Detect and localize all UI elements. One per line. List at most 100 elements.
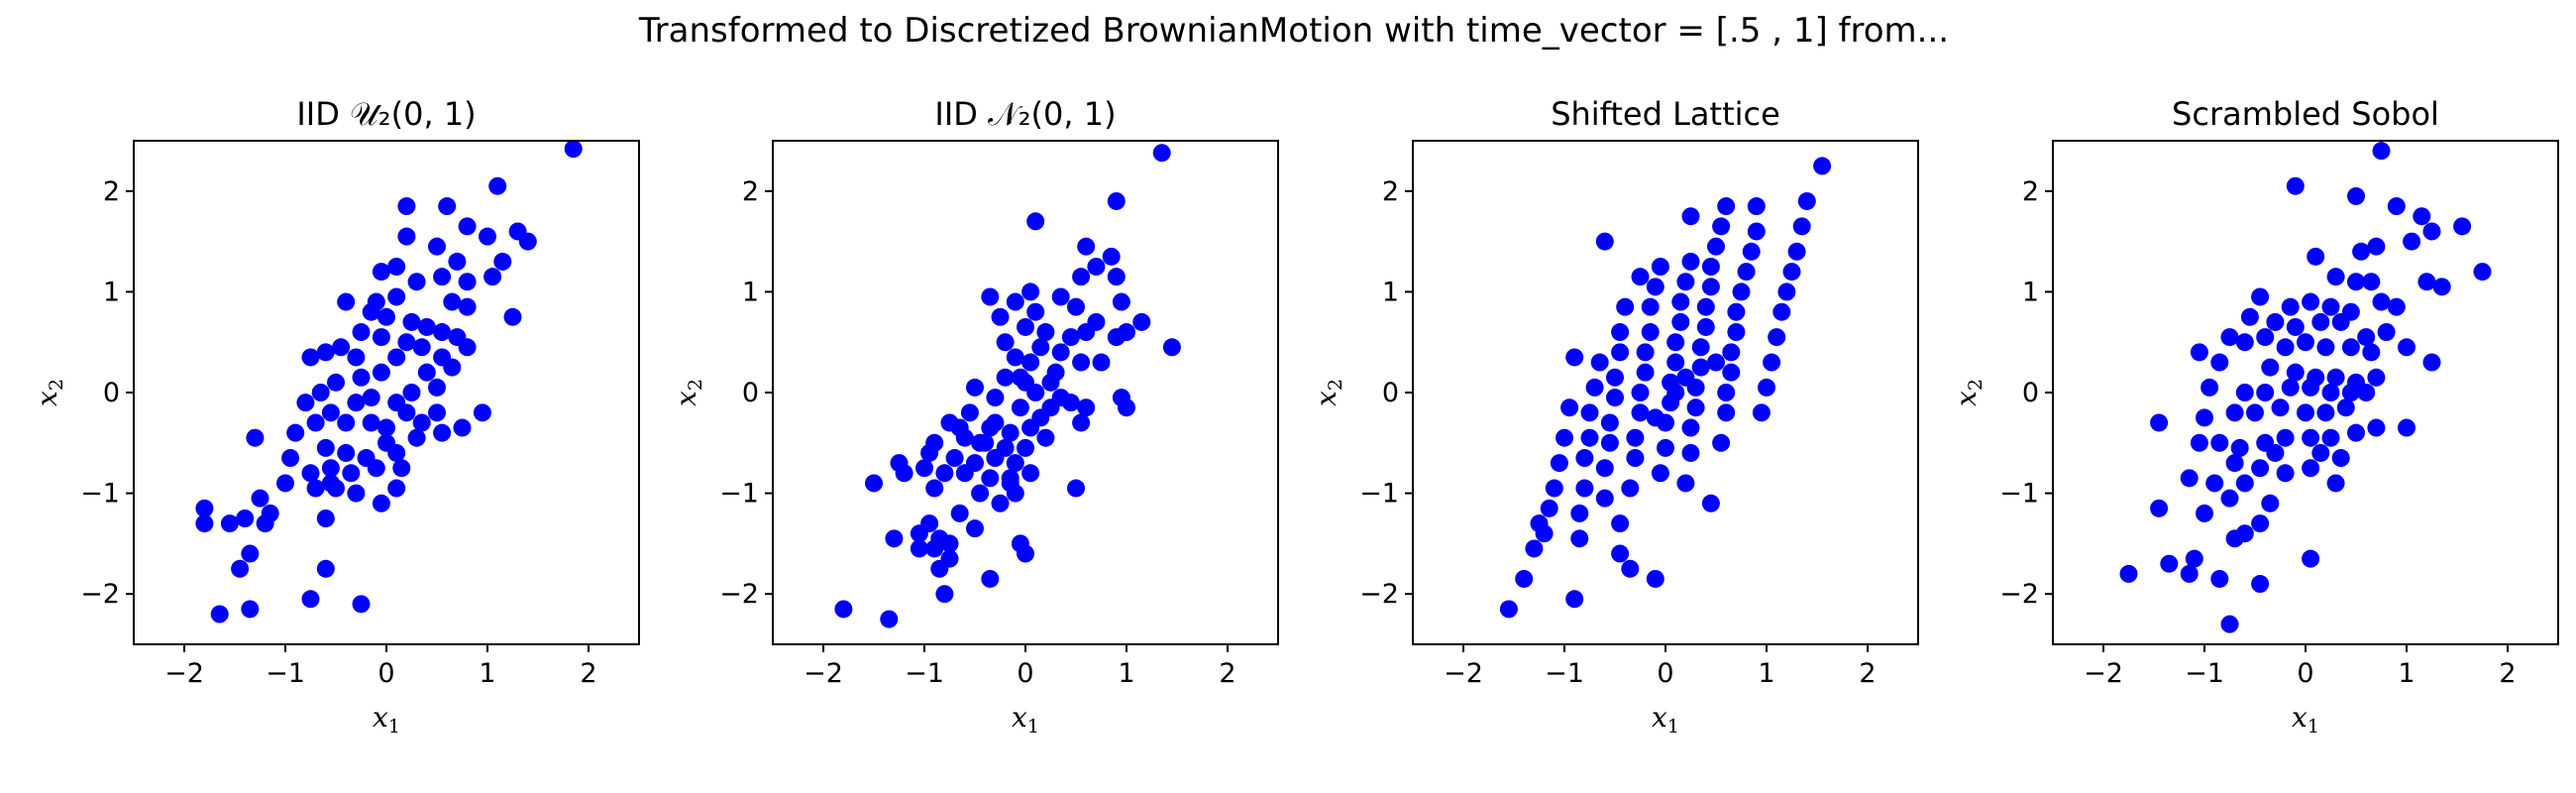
chart-3-point (1701, 258, 1720, 276)
chart-3-point (1717, 403, 1736, 422)
chart-3-point (1813, 157, 1832, 175)
chart-2-point (971, 433, 990, 452)
chart-4-point (2225, 529, 2244, 548)
chart-3-point (1722, 343, 1741, 362)
chart-2-ylabel: x2 (670, 379, 706, 406)
chart-3-point (1732, 283, 1751, 301)
chart-3-xtick-label: 1 (1758, 658, 1774, 689)
chart-4-point (2240, 307, 2259, 326)
chart-2-point (1072, 413, 1091, 432)
chart-1-point (443, 358, 462, 377)
chart-4-point (2180, 469, 2199, 488)
chart-2-point (1011, 368, 1029, 387)
chart-1-point (352, 368, 371, 387)
chart-1-point (458, 273, 477, 291)
chart-3-point (1611, 544, 1630, 563)
chart-3-point (1621, 559, 1640, 578)
chart-3-point (1580, 403, 1599, 422)
chart-2-point (915, 459, 933, 478)
chart-1-point (220, 514, 239, 533)
chart-1-ytick-label: 1 (103, 277, 120, 307)
chart-3-point (1646, 569, 1664, 588)
chart-1-point (377, 307, 395, 326)
chart-3-point (1631, 268, 1650, 286)
chart-2-point (986, 449, 1005, 468)
chart-3-point (1772, 302, 1791, 321)
chart-2-point (1006, 292, 1024, 311)
chart-4-point (2180, 564, 2199, 583)
chart-3-point (1570, 529, 1589, 548)
chart-2-xtick-label: −1 (905, 658, 944, 689)
chart-1-point (518, 232, 537, 251)
chart-2-point (1001, 423, 1020, 442)
chart-1-point (488, 176, 507, 195)
chart-1-point (337, 443, 356, 462)
chart-4-point (2347, 186, 2365, 205)
chart-3-title: Shifted Lattice (1551, 95, 1780, 133)
chart-4-point (2377, 323, 2396, 342)
chart-2-point (950, 418, 969, 437)
chart-2-point (1006, 348, 1024, 367)
chart-2-point (895, 464, 913, 483)
chart-4-point (2200, 378, 2219, 396)
chart-1-points (195, 140, 583, 623)
chart-3-point (1595, 489, 1614, 508)
chart-2-point (1061, 328, 1080, 347)
chart-3-point (1696, 297, 1715, 316)
chart-3-xtick-label: −2 (1444, 658, 1483, 689)
chart-4-title: Scrambled Sobol (2172, 95, 2439, 133)
chart-2-point (955, 464, 974, 483)
chart-4-point (2251, 575, 2270, 594)
chart-3-point (1712, 217, 1731, 236)
chart-1-ytick-label: −2 (80, 579, 120, 610)
chart-4-point (2220, 328, 2239, 347)
chart-4-point (2321, 428, 2340, 447)
chart-3-xtick-label: −1 (1545, 658, 1584, 689)
chart-4-point (2331, 449, 2350, 468)
chart-4-point (2403, 232, 2421, 251)
chart-3-point (1797, 191, 1816, 210)
chart-2-point (1036, 323, 1055, 342)
chart-2-title: IID 𝒩₂(0, 1) (934, 95, 1116, 133)
chart-2-point (1017, 438, 1034, 457)
chart-3-point (1712, 433, 1731, 452)
chart-4-point (2210, 433, 2229, 452)
chart-3-point (1657, 438, 1674, 457)
chart-4-point (2150, 499, 2169, 517)
chart-1-point (241, 600, 260, 619)
chart-2-point (945, 449, 964, 468)
chart-2-point (1026, 302, 1045, 321)
chart-4-point (2417, 273, 2436, 291)
chart-3-point (1570, 504, 1589, 522)
chart-2-point (1021, 283, 1040, 301)
chart-4-point (2347, 273, 2365, 291)
chart-1-point (443, 292, 462, 311)
chart-3-point (1763, 353, 1781, 372)
chart-3-point (1722, 363, 1741, 382)
chart-3-ytick-label: 0 (1382, 378, 1399, 408)
chart-4-point (2398, 338, 2415, 357)
chart-3-point (1556, 428, 1573, 447)
chart-3-point (1545, 479, 1563, 498)
chart-1-point (347, 484, 366, 503)
chart-1-point (448, 252, 467, 271)
chart-4-point (2251, 287, 2270, 306)
chart-4-point (2311, 443, 2330, 462)
chart-1-point (352, 595, 371, 614)
chart-4-point (2220, 489, 2239, 508)
chart-1-point (428, 237, 446, 256)
chart-1-point (397, 403, 416, 422)
chart-1-point (372, 328, 390, 347)
chart-4-point (2220, 615, 2239, 633)
chart-3-points (1499, 157, 1832, 619)
chart-4-point (2357, 384, 2376, 401)
chart-2-point (1107, 191, 1126, 210)
chart-4-point (2367, 368, 2386, 387)
chart-3-point (1717, 384, 1736, 401)
chart-1-point (458, 297, 477, 316)
chart-2-xtick-label: −2 (804, 658, 843, 689)
chart-3-point (1636, 343, 1655, 362)
chart-1-point (301, 464, 320, 483)
chart-2-point (1021, 353, 1040, 372)
